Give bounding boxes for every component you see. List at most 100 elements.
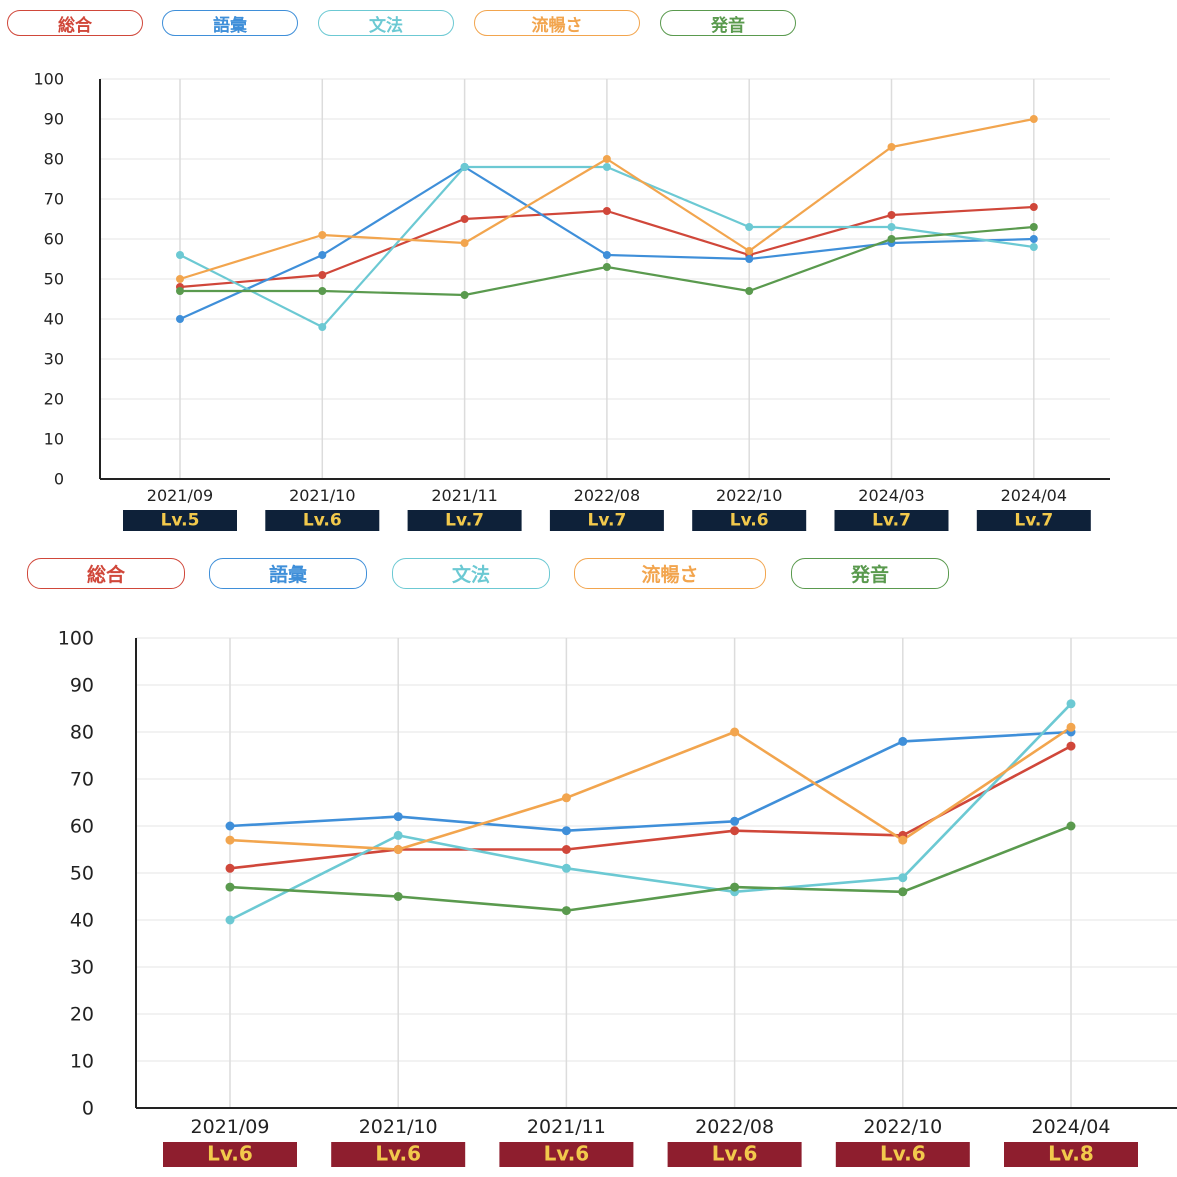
data-point — [561, 826, 571, 836]
level-badge-label: Lv.6 — [880, 1142, 926, 1166]
data-point — [898, 835, 908, 845]
level-badge — [667, 1142, 802, 1167]
level-badge-label: Lv.6 — [544, 1142, 590, 1166]
data-point — [602, 155, 611, 163]
level-badge-label: Lv.6 — [712, 1142, 758, 1166]
data-point — [1066, 821, 1076, 831]
data-point — [318, 323, 327, 331]
y-tick-label: 20 — [44, 390, 64, 409]
y-tick-label: 50 — [44, 270, 64, 289]
data-point — [318, 287, 327, 295]
data-point — [225, 821, 235, 831]
legend-overall[interactable]: 総合 — [7, 10, 143, 36]
data-point — [176, 315, 184, 323]
x-tick-label: 2024/04 — [1032, 1116, 1111, 1138]
x-tick-label: 2022/08 — [574, 486, 640, 505]
data-point — [898, 736, 908, 746]
data-point — [745, 223, 754, 231]
legend-overall[interactable]: 総合 — [27, 558, 185, 589]
data-point — [1029, 223, 1038, 231]
data-point — [1066, 722, 1076, 732]
level-badge-label: Lv.7 — [445, 511, 484, 531]
y-tick-label: 50 — [70, 863, 94, 885]
level-badge — [549, 510, 664, 531]
data-point — [1066, 741, 1076, 751]
level-badge-label: Lv.8 — [1048, 1142, 1094, 1166]
level-badge — [123, 510, 237, 531]
data-point — [730, 826, 740, 836]
level-badge — [834, 510, 949, 531]
data-point — [602, 251, 611, 259]
x-tick-label: 2021/11 — [527, 1116, 606, 1138]
level-badge-label: Lv.6 — [375, 1142, 421, 1166]
data-point — [176, 251, 184, 259]
level-badge-label: Lv.6 — [730, 511, 769, 531]
level-badge — [331, 1142, 466, 1167]
data-point — [602, 207, 611, 215]
data-point — [887, 211, 896, 219]
y-tick-label: 70 — [70, 769, 94, 791]
legend-fluency[interactable]: 流暢さ — [474, 10, 640, 36]
level-badge — [1004, 1142, 1138, 1167]
data-point — [745, 247, 754, 255]
legend-fluency[interactable]: 流暢さ — [574, 558, 766, 589]
data-point — [887, 235, 896, 243]
legend-vocabulary[interactable]: 語彙 — [162, 10, 298, 36]
chart2: 0 10 20 30 40 50 60 70 80 90 100 2021/09 Lv.6 2021/10… — [58, 628, 1177, 1167]
y-tick-label: 30 — [44, 350, 64, 369]
data-point — [887, 223, 896, 231]
x-tick-label: 2022/08 — [695, 1116, 774, 1138]
y-tick-label: 80 — [44, 150, 64, 169]
legend-grammar[interactable]: 文法 — [318, 10, 454, 36]
y-tick-label: 100 — [33, 70, 64, 89]
x-tick-label: 2021/11 — [431, 486, 497, 505]
data-point — [561, 863, 571, 873]
level-badge-label: Lv.7 — [1014, 511, 1053, 531]
y-tick-label: 30 — [70, 957, 94, 979]
data-point — [225, 915, 235, 925]
y-tick-label: 60 — [70, 816, 94, 838]
x-tick-label: 2021/09 — [147, 486, 213, 505]
data-point — [1029, 115, 1038, 123]
legend-pronunciation[interactable]: 発音 — [660, 10, 796, 36]
level-badge-label: Lv.6 — [207, 1142, 253, 1166]
data-point — [1029, 235, 1038, 243]
level-badge — [499, 1142, 634, 1167]
data-point — [225, 882, 235, 892]
y-tick-label: 70 — [44, 190, 64, 209]
data-point — [460, 239, 469, 247]
y-tick-label: 90 — [70, 675, 94, 697]
data-point — [898, 887, 908, 897]
y-tick-label: 100 — [58, 628, 94, 650]
data-point — [561, 845, 571, 854]
x-tick-label: 2022/10 — [716, 486, 782, 505]
legend-grammar[interactable]: 文法 — [392, 558, 550, 589]
data-point — [460, 291, 469, 299]
data-point — [176, 275, 184, 283]
legend-vocabulary[interactable]: 語彙 — [209, 558, 367, 589]
data-point — [318, 251, 327, 259]
series-line — [229, 730, 1072, 832]
level-badge-label: Lv.5 — [161, 511, 200, 531]
x-tick-label: 2024/03 — [858, 486, 924, 505]
level-badge — [835, 1142, 970, 1167]
level-badge-label: Lv.7 — [872, 511, 911, 531]
legend-pronunciation[interactable]: 発音 — [791, 558, 949, 589]
data-point — [318, 271, 327, 279]
data-point — [602, 263, 611, 271]
level-badge — [692, 510, 807, 531]
data-point — [225, 835, 235, 845]
x-tick-label: 2024/04 — [1001, 486, 1067, 505]
data-point — [393, 812, 403, 822]
data-point — [393, 845, 403, 854]
chart1: 0 10 20 30 40 50 60 70 80 90 100 2021/09 Lv.5 2021/10… — [33, 70, 1110, 531]
level-badge-label: Lv.6 — [303, 511, 342, 531]
data-point — [561, 906, 571, 916]
data-point — [393, 892, 403, 901]
y-tick-label: 0 — [54, 470, 64, 489]
level-badge — [265, 510, 380, 531]
data-point — [318, 231, 327, 239]
data-point — [460, 163, 469, 171]
y-tick-label: 10 — [70, 1051, 94, 1073]
y-tick-label: 90 — [44, 110, 64, 129]
